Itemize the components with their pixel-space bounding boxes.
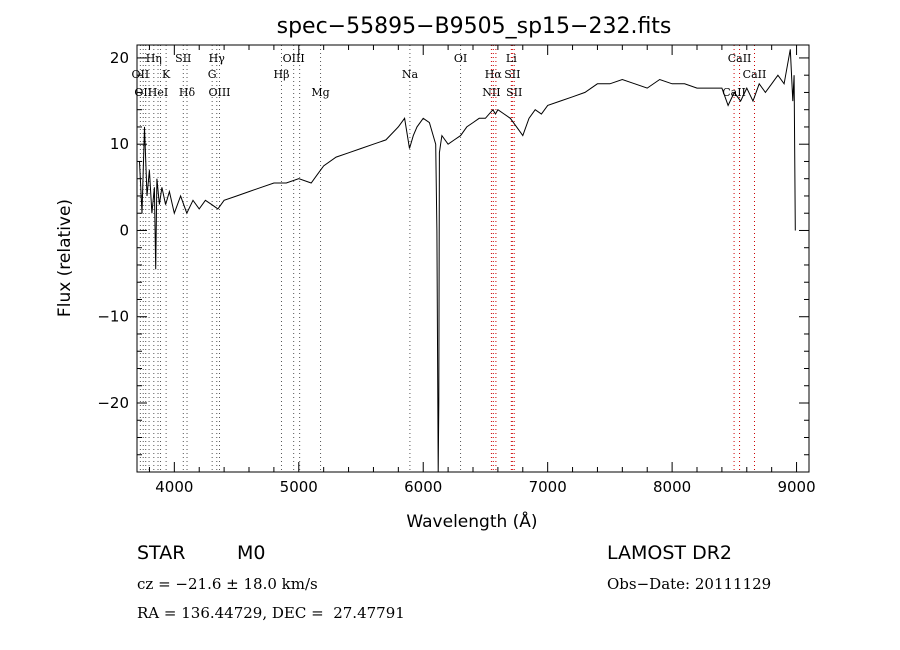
y-tick-label-1: 10 (110, 135, 129, 153)
line-label-26: CaII (728, 52, 752, 65)
line-label-0: OII (132, 68, 150, 81)
line-label-27: CaII (743, 68, 767, 81)
line-label-24: SII (506, 86, 522, 99)
survey-name: LAMOST DR2 (607, 542, 732, 564)
line-label-23: SII (504, 68, 520, 81)
x-tick-label-0: 4000 (155, 478, 193, 496)
line-label-7: K (162, 68, 171, 81)
x-tick-label-1: 5000 (280, 478, 318, 496)
line-label-13: Hβ (274, 68, 290, 81)
line-label-17: Na (402, 68, 419, 81)
line-label-8: SII (175, 52, 191, 65)
x-tick-label-4: 8000 (653, 478, 691, 496)
series-spectrum-line (139, 49, 796, 473)
line-label-4: Hη (146, 52, 162, 65)
y-axis-label: Flux (relative) (55, 199, 75, 317)
redshift-velocity: cz = −21.6 ± 18.0 km/s (137, 575, 318, 593)
object-class: STAR (137, 542, 186, 564)
y-tick-label-4: −20 (97, 394, 129, 412)
spectral-line-labels: OII OII Hη HeI K SII Hδ G Hγ OIII Hβ OIII Mg Na OI NII H… (132, 52, 767, 99)
line-label-1: OII (134, 86, 152, 99)
line-label-9: Hδ (179, 86, 196, 99)
line-label-20: Hα (485, 68, 503, 81)
chart-title: spec−55895−B9505_sp15−232.fits (277, 14, 672, 39)
plot-frame (136, 44, 810, 473)
line-label-11: Hγ (209, 52, 226, 65)
line-label-22: Li (506, 52, 517, 65)
y-tick-label-3: −10 (97, 308, 129, 326)
x-tick-label-2: 6000 (404, 478, 442, 496)
line-label-12: OIII (208, 86, 230, 99)
line-label-10: G (208, 68, 217, 81)
coordinates: RA = 136.44729, DEC = 27.47791 (137, 604, 405, 622)
x-tick-label-5: 9000 (777, 478, 815, 496)
y-axis-ticks: 20 10 0 −10 −20 (97, 49, 809, 473)
x-tick-label-3: 7000 (529, 478, 567, 496)
line-label-16: Mg (311, 86, 329, 99)
x-axis-label: Wavelength (Å) (406, 510, 537, 532)
observation-date: Obs−Date: 20111129 (607, 575, 772, 593)
line-label-5: HeI (148, 86, 168, 99)
spectral-line-markers (139, 45, 755, 472)
y-tick-label-0: 20 (110, 49, 129, 67)
y-tick-label-2: 0 (119, 221, 129, 239)
line-label-19: NII (482, 86, 500, 99)
line-label-18: OI (454, 52, 467, 65)
object-subclass: M0 (237, 542, 266, 564)
x-axis-ticks: 4000 5000 6000 7000 8000 9000 (148, 45, 816, 496)
line-label-14: OIII (283, 52, 305, 65)
